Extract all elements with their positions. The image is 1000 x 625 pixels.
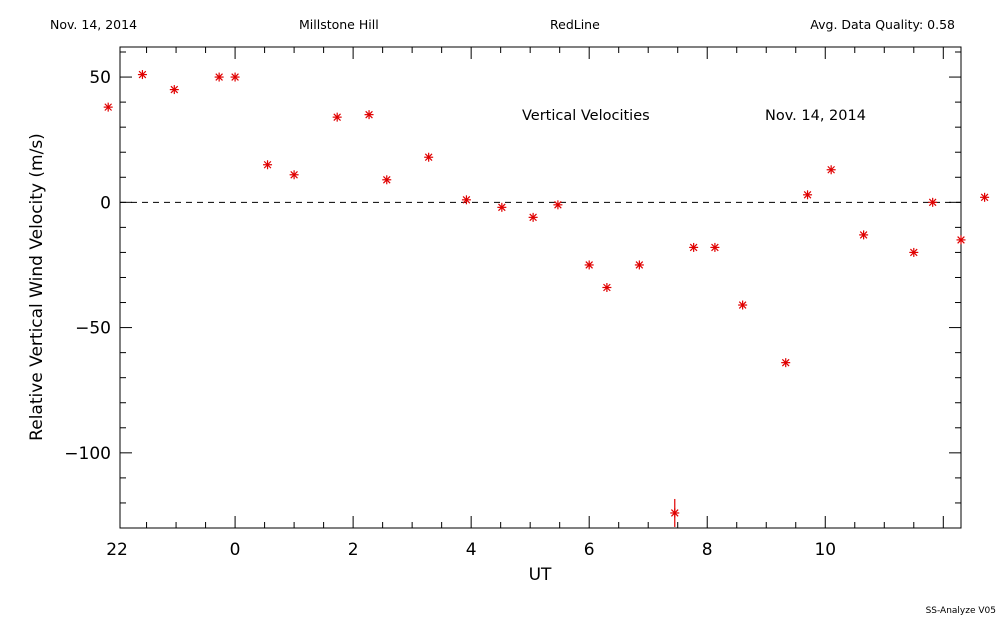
data-point	[710, 242, 720, 252]
data-point	[103, 102, 113, 112]
data-point-stroke	[859, 231, 868, 239]
data-point	[214, 72, 224, 82]
data-point-stroke	[170, 85, 179, 94]
data-point	[169, 85, 179, 95]
data-point	[230, 72, 240, 82]
data-point-stroke	[909, 248, 918, 257]
data-point	[826, 165, 836, 175]
data-point-stroke	[424, 153, 433, 162]
header-data-quality: Avg. Data Quality: 0.58	[810, 17, 955, 32]
data-point	[497, 202, 507, 212]
data-point	[689, 242, 699, 252]
data-point	[859, 230, 869, 240]
x-tick-label: 6	[584, 540, 595, 560]
data-point-stroke	[215, 73, 223, 81]
data-point-stroke	[529, 213, 537, 222]
data-point-stroke	[263, 160, 272, 169]
data-point	[263, 160, 273, 170]
data-point-stroke	[333, 113, 341, 121]
header-site: Millstone Hill	[299, 17, 379, 32]
x-tick-label: 2	[348, 540, 359, 560]
y-tick-label: −50	[75, 319, 111, 339]
data-point	[781, 358, 791, 368]
data-point	[289, 170, 299, 180]
data-point	[634, 260, 644, 270]
y-tick-label: 0	[100, 193, 111, 213]
data-point-stroke	[781, 358, 790, 367]
data-point-stroke	[980, 193, 989, 202]
data-point	[382, 175, 392, 185]
data-point-stroke	[957, 236, 965, 244]
data-point-stroke	[738, 301, 747, 309]
x-tick-label: 8	[702, 540, 713, 560]
x-tick-label: 10	[814, 540, 836, 560]
y-tick-label: 50	[89, 68, 111, 88]
data-point	[956, 235, 966, 245]
data-point	[670, 498, 680, 527]
data-point-stroke	[928, 198, 937, 207]
header-date: Nov. 14, 2014	[50, 17, 138, 32]
data-point-stroke	[365, 110, 373, 119]
x-tick-label: 22	[106, 540, 128, 560]
data-point	[980, 192, 990, 202]
plot-frame	[119, 46, 962, 529]
chart-annotation-date: Nov. 14, 2014	[765, 108, 866, 124]
data-point-stroke	[138, 70, 147, 79]
data-points	[103, 70, 990, 527]
data-point	[602, 283, 612, 292]
data-point	[553, 200, 563, 210]
x-axis-label: UT	[529, 565, 552, 585]
y-axis-label: Relative Vertical Wind Velocity (m/s)	[27, 133, 47, 441]
data-point	[461, 195, 471, 205]
x-axis-ticks: 22 0 2 4 6 8 10	[106, 47, 944, 560]
data-point-stroke	[290, 170, 298, 179]
data-point-stroke	[554, 201, 562, 209]
software-version: SS-Analyze V05	[925, 606, 996, 616]
data-point-stroke	[462, 196, 471, 204]
data-point-stroke	[689, 243, 698, 252]
data-point	[584, 260, 594, 270]
data-point	[928, 197, 938, 207]
y-axis-ticks: 50 0 −50 −100	[64, 51, 961, 504]
data-point	[909, 247, 919, 257]
data-point-stroke	[231, 73, 239, 81]
data-point	[364, 110, 374, 120]
header-instrument: RedLine	[550, 17, 600, 32]
data-point-stroke	[635, 261, 644, 269]
y-tick-label: −100	[64, 444, 111, 464]
data-point	[528, 212, 538, 222]
data-point-stroke	[827, 165, 835, 174]
data-point	[803, 190, 813, 200]
data-point-stroke	[498, 203, 506, 212]
data-point-stroke	[585, 261, 593, 269]
data-point	[332, 112, 342, 122]
chart-annotation-title: Vertical Velocities	[522, 108, 650, 124]
x-tick-label: 0	[230, 540, 241, 560]
data-point-stroke	[603, 283, 611, 292]
x-tick-label: 4	[466, 540, 477, 560]
data-point-stroke	[711, 243, 719, 252]
data-point-stroke	[382, 175, 391, 184]
data-point-stroke	[803, 191, 812, 199]
data-point	[738, 300, 748, 310]
data-point-stroke	[104, 103, 112, 111]
data-point	[137, 70, 147, 80]
data-point	[424, 152, 434, 162]
